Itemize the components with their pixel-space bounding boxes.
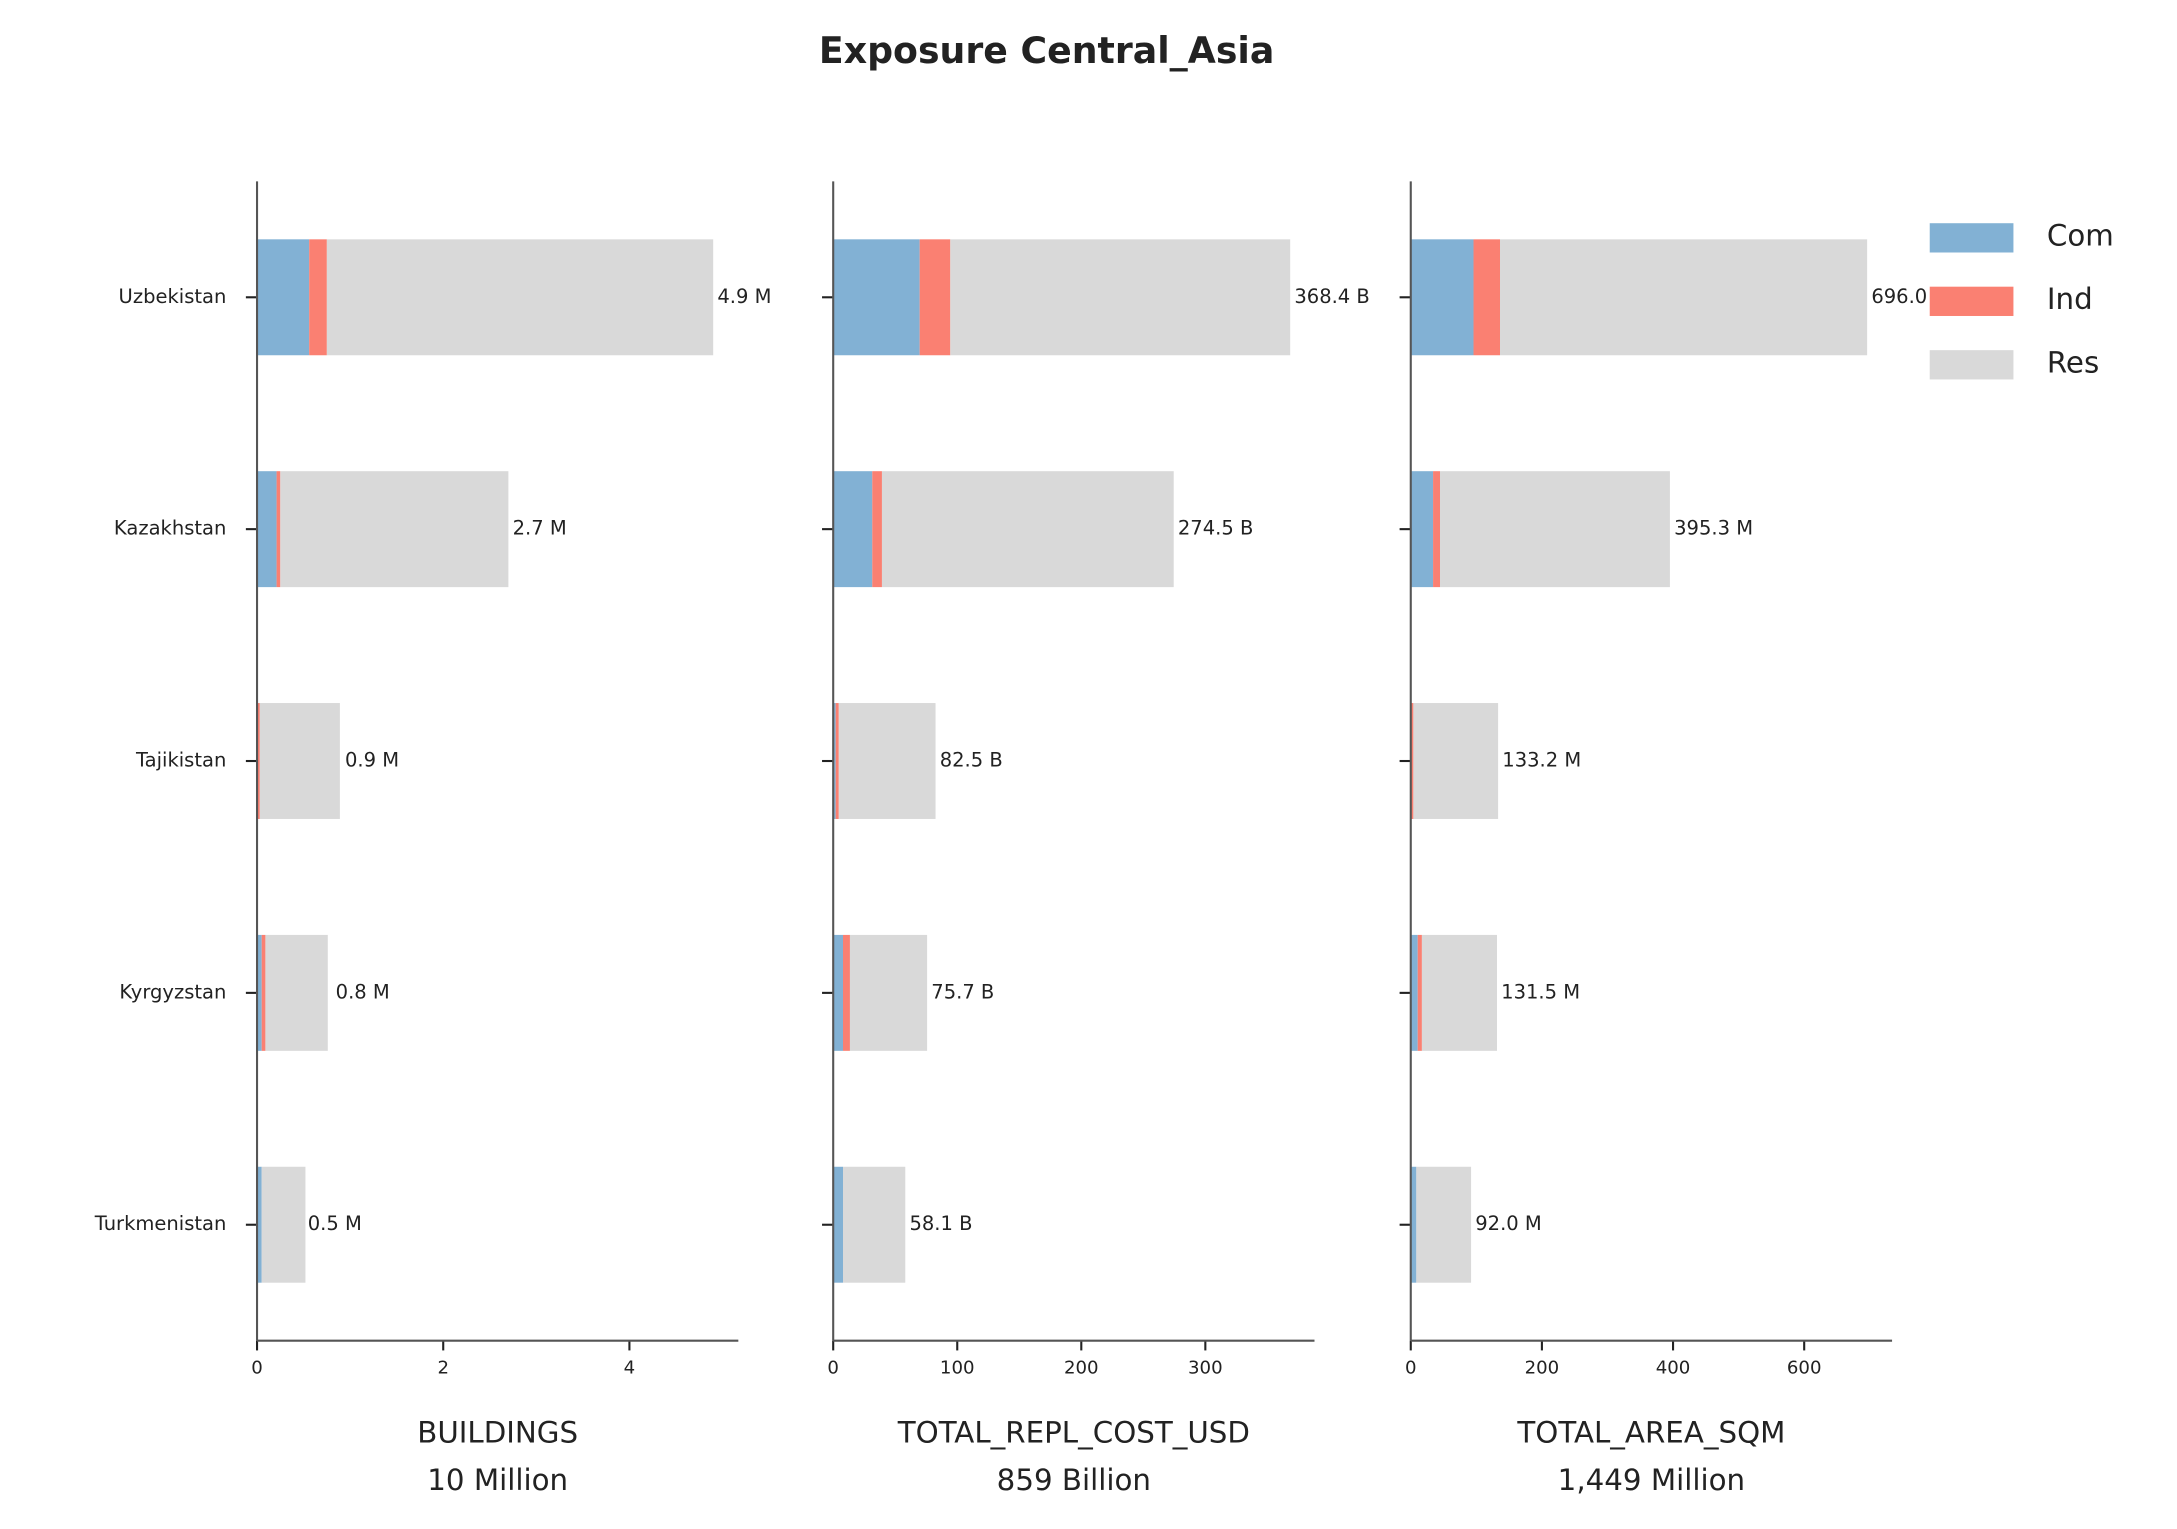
x-tick-label: 200: [1064, 1358, 1099, 1379]
x-tick-label: 100: [940, 1358, 975, 1379]
value-label: 0.9 M: [345, 749, 399, 772]
value-label: 368.4 B: [1294, 285, 1369, 308]
x-tick-label: 400: [1656, 1358, 1691, 1379]
value-label: 274.5 B: [1178, 517, 1253, 540]
bar-segment: [1410, 1166, 1417, 1283]
bar-segment: [1410, 934, 1418, 1051]
bar-segment: [1410, 471, 1434, 588]
value-label: 58.1 B: [909, 1212, 972, 1235]
x-tick-label: 200: [1525, 1358, 1560, 1379]
bar-segment: [843, 934, 850, 1051]
bar-segment: [261, 1166, 306, 1283]
chart-title: Exposure Central_Asia: [819, 29, 1274, 72]
x-tick-label: 0: [251, 1358, 263, 1379]
bar-segment: [833, 934, 844, 1051]
bar-segment: [280, 471, 509, 588]
value-label: 82.5 B: [940, 749, 1003, 772]
legend-label: Res: [2047, 346, 2099, 380]
bar-segment: [1417, 934, 1422, 1051]
x-axis-label: TOTAL_AREA_SQM: [1516, 1416, 1785, 1450]
legend-label: Com: [2047, 219, 2114, 253]
bar-segment: [257, 471, 277, 588]
bar-segment: [257, 703, 260, 819]
bar-segment: [1421, 934, 1497, 1051]
bar-segment: [950, 239, 1291, 356]
x-axis-label: 10 Million: [427, 1463, 568, 1497]
bar-segment: [833, 703, 836, 819]
bar-segment: [843, 1166, 906, 1283]
x-axis-label: BUILDINGS: [417, 1416, 578, 1450]
x-tick-label: 300: [1188, 1358, 1223, 1379]
x-tick-label: 2: [437, 1358, 449, 1379]
bar-segment: [838, 703, 936, 819]
y-tick-label: Kazakhstan: [114, 517, 226, 540]
bar-segment: [881, 471, 1174, 588]
legend-swatch: [1929, 223, 2014, 253]
bar-segment: [1411, 703, 1414, 819]
bar-segment: [257, 1166, 262, 1283]
x-tick-label: 4: [624, 1358, 636, 1379]
bar-segment: [833, 239, 920, 356]
bar-segment: [849, 934, 928, 1051]
bar-segment: [259, 703, 340, 819]
bar-segment: [1500, 239, 1868, 356]
y-tick-label: Turkmenistan: [94, 1212, 227, 1235]
x-axis-label: 859 Billion: [997, 1463, 1151, 1497]
value-label: 75.7 B: [931, 980, 994, 1003]
value-label: 0.8 M: [336, 980, 390, 1003]
bar-segment: [1433, 471, 1441, 588]
bar-segment: [872, 471, 882, 588]
value-label: 133.2 M: [1502, 749, 1581, 772]
value-label: 2.7 M: [513, 517, 567, 540]
x-axis-label: TOTAL_REPL_COST_USD: [897, 1416, 1250, 1450]
bar-segment: [309, 239, 327, 356]
y-tick-label: Uzbekistan: [119, 285, 227, 308]
bar-segment: [257, 239, 310, 356]
bar-segment: [919, 239, 951, 356]
bar-segment: [835, 703, 839, 819]
legend-swatch: [1929, 286, 2014, 316]
legend-swatch: [1929, 350, 2014, 380]
bar-segment: [257, 934, 262, 1051]
bar-segment: [833, 471, 873, 588]
y-tick-label: Kyrgyzstan: [119, 980, 226, 1003]
x-axis-label: 1,449 Million: [1558, 1463, 1745, 1497]
bar-segment: [276, 471, 281, 588]
bar-segment: [265, 934, 328, 1051]
x-tick-label: 600: [1787, 1358, 1822, 1379]
legend-label: Ind: [2047, 282, 2093, 316]
value-label: 395.3 M: [1674, 517, 1753, 540]
x-tick-label: 0: [1405, 1358, 1417, 1379]
value-label: 0.5 M: [308, 1212, 362, 1235]
value-label: 4.9 M: [717, 285, 771, 308]
bar-segment: [261, 934, 266, 1051]
bar-segment: [1416, 1166, 1472, 1283]
bar-segment: [833, 1166, 844, 1283]
bar-segment: [1410, 239, 1474, 356]
y-tick-label: Tajikistan: [135, 749, 226, 772]
bar-segment: [1440, 471, 1670, 588]
bar-segment: [1413, 703, 1499, 819]
value-label: 92.0 M: [1475, 1212, 1542, 1235]
x-tick-label: 0: [827, 1358, 839, 1379]
value-label: 131.5 M: [1501, 980, 1580, 1003]
bar-segment: [326, 239, 714, 356]
bar-segment: [1473, 239, 1501, 356]
